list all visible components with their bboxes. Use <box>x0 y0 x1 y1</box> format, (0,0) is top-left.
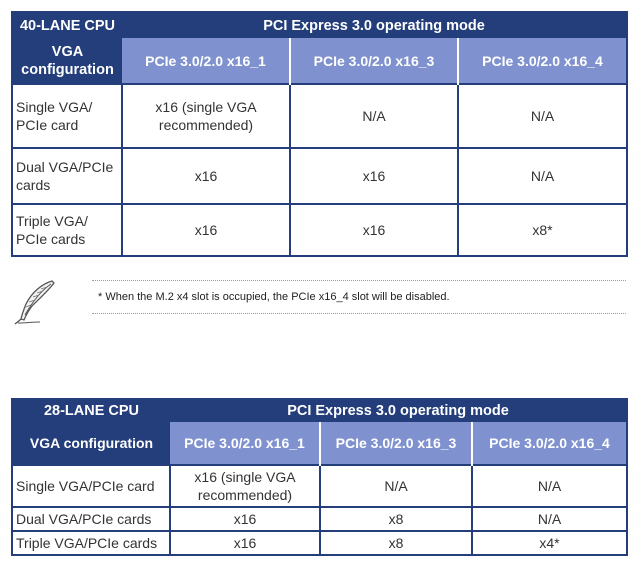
table-row: Triple VGA/PCIe cards x16 x16 x8* <box>11 203 628 257</box>
row-label: Triple VGA/PCIe cards <box>11 203 123 257</box>
note-text: * When the M.2 x4 slot is occupied, the … <box>98 291 450 303</box>
cell-x16-1: x16 <box>169 506 321 532</box>
cell-x16-4: N/A <box>457 83 628 149</box>
cell-x16-3: x8 <box>319 530 473 556</box>
cell-x16-1: x16 <box>169 530 321 556</box>
quill-pen-icon <box>14 280 55 325</box>
table-row: Dual VGA/PCIe cards x16 x8 N/A <box>11 506 628 532</box>
cpu-label: 40-LANE CPU <box>12 12 122 38</box>
col-header-x16-4: PCIe 3.0/2.0 x16_4 <box>457 38 627 84</box>
row-label: Triple VGA/PCIe cards <box>11 530 171 556</box>
cpu-label: 28-LANE CPU <box>12 399 170 422</box>
mode-label: PCI Express 3.0 operating mode <box>122 12 627 38</box>
cell-x16-3: N/A <box>319 464 473 508</box>
vga-config-header: VGA configuration <box>12 422 170 465</box>
cell-x16-4: x4* <box>471 530 628 556</box>
cell-x16-3: N/A <box>289 83 459 149</box>
col-header-x16-3: PCIe 3.0/2.0 x16_3 <box>289 38 458 84</box>
cell-x16-3: x8 <box>319 506 473 532</box>
row-label: Dual VGA/PCIe cards <box>11 506 171 532</box>
cell-x16-4: N/A <box>471 506 628 532</box>
cell-x16-3: x16 <box>289 203 459 257</box>
table-row: Dual VGA/PCIe cards x16 x16 N/A <box>11 147 628 205</box>
cell-x16-4: N/A <box>457 147 628 205</box>
cell-x16-3: x16 <box>289 147 459 205</box>
row-label: Single VGA/PCIe card <box>11 83 123 149</box>
cell-x16-1: x16 <box>121 147 291 205</box>
col-header-x16-4: PCIe 3.0/2.0 x16_4 <box>471 422 627 465</box>
cell-x16-1: x16 (single VGA recommended) <box>169 464 321 508</box>
cell-x16-4: N/A <box>471 464 628 508</box>
cell-x16-1: x16 <box>121 203 291 257</box>
row-label: Single VGA/PCIe card <box>11 464 171 508</box>
note-box: * When the M.2 x4 slot is occupied, the … <box>92 280 626 314</box>
cell-x16-1: x16 (single VGA recommended) <box>121 83 291 149</box>
row-label: Dual VGA/PCIe cards <box>11 147 123 205</box>
vga-config-header: VGA configuration <box>12 38 122 84</box>
table-row: Single VGA/PCIe card x16 (single VGA reco… <box>11 83 628 149</box>
table-row: Single VGA/PCIe card x16 (single VGA reco… <box>11 464 628 508</box>
lane-28-table: 28-LANE CPU PCI Express 3.0 operating mo… <box>11 398 628 556</box>
cell-x16-4: x8* <box>457 203 628 257</box>
col-header-x16-1: PCIe 3.0/2.0 x16_1 <box>122 38 290 84</box>
table-row: Triple VGA/PCIe cards x16 x8 x4* <box>11 530 628 556</box>
col-header-x16-1: PCIe 3.0/2.0 x16_1 <box>170 422 320 465</box>
mode-label: PCI Express 3.0 operating mode <box>170 399 627 422</box>
lane-40-table: 40-LANE CPU PCI Express 3.0 operating mo… <box>11 11 628 257</box>
col-header-x16-3: PCIe 3.0/2.0 x16_3 <box>319 422 472 465</box>
